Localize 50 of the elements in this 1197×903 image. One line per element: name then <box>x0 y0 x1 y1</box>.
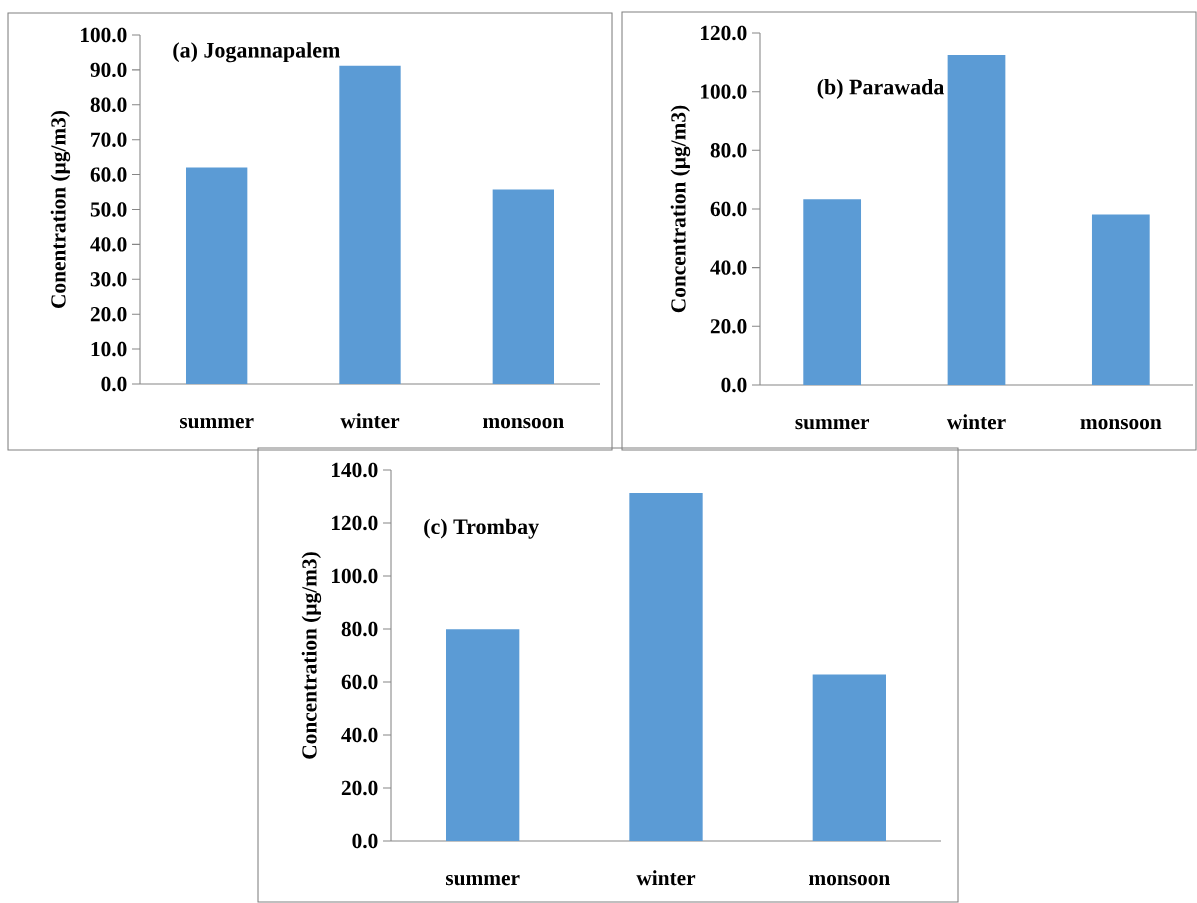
bar <box>446 629 520 841</box>
y-tick-label: 40.0 <box>710 260 747 275</box>
bar <box>947 54 1006 385</box>
bar <box>629 493 703 841</box>
y-tick-label: 120.0 <box>332 515 378 531</box>
y-tick-label: 70.0 <box>91 132 127 147</box>
y-tick-label: 20.0 <box>341 780 378 796</box>
bar <box>339 65 401 384</box>
x-tick-label: monsoon <box>483 417 564 429</box>
y-tick-label: 100.0 <box>81 27 127 43</box>
bar <box>492 189 555 384</box>
y-tick-label: 140.0 <box>332 462 378 478</box>
x-tick-label: monsoon <box>809 874 890 886</box>
chart-title: (a) Jogannapalem <box>173 42 340 63</box>
y-tick-label: 0.0 <box>101 376 127 392</box>
y-tick-label: 80.0 <box>710 143 747 158</box>
y-tick-label: 80.0 <box>90 97 127 113</box>
y-tick-label: 90.0 <box>90 62 127 78</box>
x-tick-label: winter <box>636 870 696 886</box>
bar <box>1091 214 1150 385</box>
x-tick-label: summer <box>446 874 520 886</box>
x-tick-label: summer <box>795 418 870 430</box>
y-tick-label: 60.0 <box>710 201 747 217</box>
bar <box>812 674 886 841</box>
y-tick-label: 10.0 <box>91 341 127 357</box>
x-tick-label: monsoon <box>1080 418 1162 430</box>
y-tick-label: 40.0 <box>341 727 378 743</box>
y-axis-title: Conentration (µg/m3) <box>50 110 71 308</box>
x-tick-label: winter <box>946 414 1006 430</box>
y-tick-label: 60.0 <box>90 167 127 182</box>
y-tick-label: 120.0 <box>701 25 747 41</box>
y-tick-label: 80.0 <box>341 621 378 637</box>
y-axis-title: Concentration (µg/m3) <box>301 552 322 759</box>
y-tick-label: 20.0 <box>710 319 747 334</box>
x-tick-label: winter <box>340 413 400 429</box>
text: (b) Parawada <box>817 78 945 99</box>
bar <box>803 199 862 385</box>
y-tick-label: 0.0 <box>352 833 378 849</box>
y-axis-title: Concentration (µg/m3) <box>670 105 691 313</box>
y-tick-label: 0.0 <box>721 377 747 393</box>
text: (c) Trombay <box>424 518 539 539</box>
y-tick-label: 100.0 <box>701 84 747 99</box>
y-tick-label: 100.0 <box>332 568 378 584</box>
x-tick-label: summer <box>180 417 254 429</box>
y-tick-label: 20.0 <box>90 306 127 322</box>
y-tick-label: 50.0 <box>90 202 127 217</box>
bar <box>186 167 248 384</box>
y-tick-label: 60.0 <box>341 674 378 690</box>
y-tick-label: 30.0 <box>90 272 127 287</box>
y-tick-label: 40.0 <box>90 237 127 252</box>
